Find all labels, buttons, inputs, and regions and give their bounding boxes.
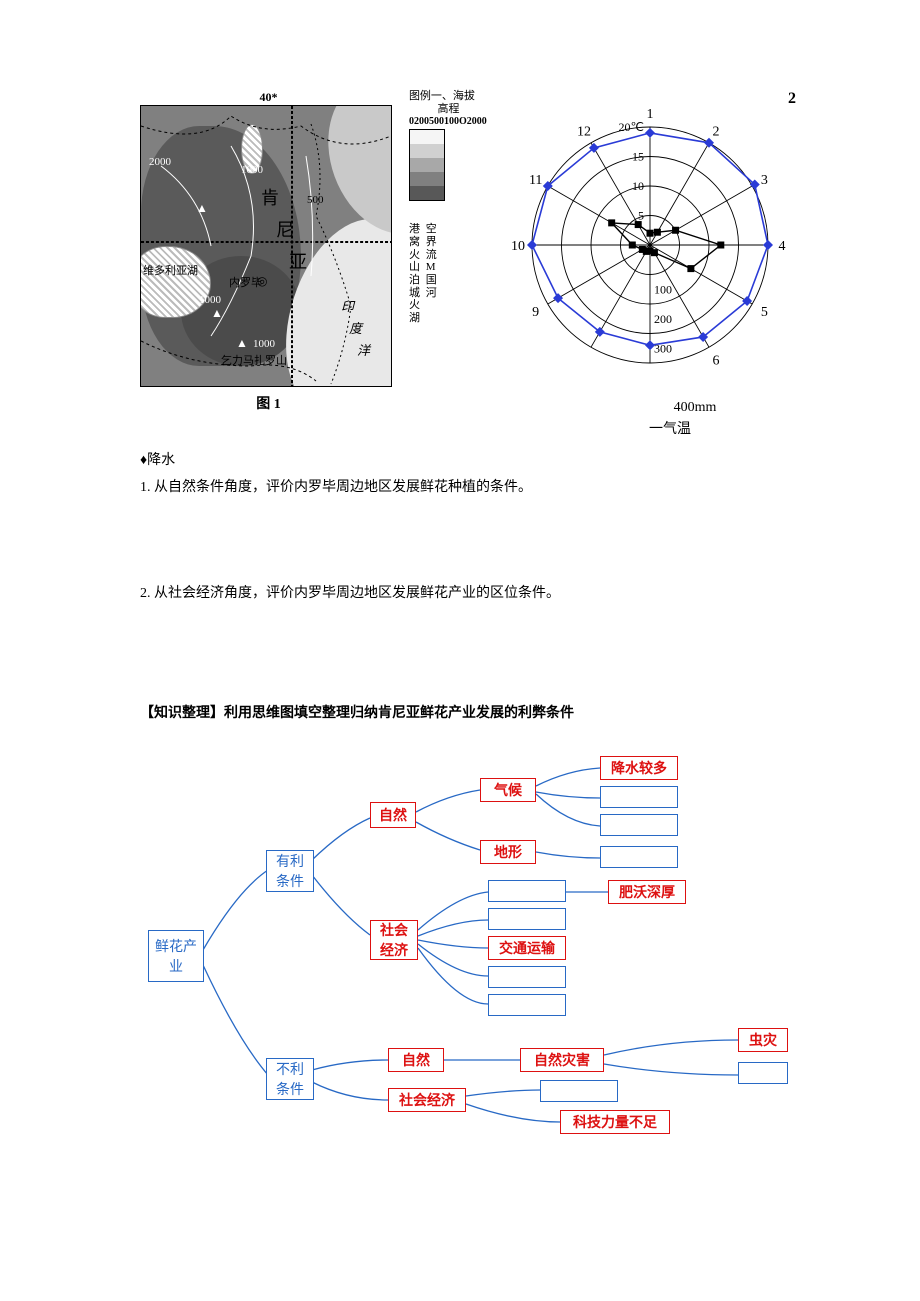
svg-text:100: 100	[654, 282, 672, 296]
legend-vtext-1: 港窝火山泊城火湖	[409, 223, 423, 324]
knowledge-title: 【知识整理】利用思维图填空整理归纳肯尼亚鲜花产业发展的利弊条件	[140, 702, 800, 722]
figure1-caption: 图 1	[140, 393, 397, 413]
legend-title-1: 图例一、海拔	[409, 90, 488, 103]
mm-blank-hazard-2[interactable]	[738, 1062, 788, 1084]
question-1: 1. 从自然条件角度，评价内罗毕周边地区发展鲜花种植的条件。	[140, 475, 800, 502]
svg-text:4: 4	[779, 239, 786, 254]
radar-temp-axis-label: 一气温	[649, 422, 691, 437]
mm-blank-terrain[interactable]	[600, 846, 678, 868]
mindmap-connectors	[148, 740, 808, 1170]
mm-rain: 降水较多	[600, 756, 678, 780]
page-number: 2	[788, 90, 796, 108]
legend-scale: 0200500100O2000	[409, 116, 488, 127]
svg-text:11: 11	[529, 173, 542, 188]
svg-text:10: 10	[632, 179, 644, 193]
legend-gradient	[409, 129, 445, 201]
country-label-1: 肯	[261, 184, 279, 210]
mm-root: 鲜花产业	[148, 930, 204, 982]
question-2: 2. 从社会经济角度，评价内罗毕周边地区发展鲜花产业的区位条件。	[140, 581, 800, 608]
map-legend: 图例一、海拔 高程 0200500100O2000 港窝火山泊城火湖 空界流M国…	[409, 90, 488, 325]
ocean-2: 度	[349, 318, 362, 337]
legend-title-2: 高程	[409, 103, 488, 116]
svg-text:10: 10	[511, 239, 525, 254]
map-top-label: 40*	[140, 90, 397, 105]
mm-blank-climate-3[interactable]	[600, 814, 678, 836]
mm-blank-climate-2[interactable]	[600, 786, 678, 808]
mm-socio-dis: 社会经济	[388, 1088, 466, 1112]
svg-text:6: 6	[713, 353, 720, 368]
svg-text:9: 9	[532, 305, 539, 320]
mm-terrain: 地形	[480, 840, 536, 864]
mm-blank-socio-1[interactable]	[488, 908, 566, 930]
mm-transport: 交通运输	[488, 936, 566, 960]
svg-text:200: 200	[654, 312, 672, 326]
contour-2000: 2000	[149, 156, 171, 168]
mm-tech: 科技力量不足	[560, 1110, 670, 1134]
mindmap: 鲜花产业 有利条件 不利条件 自然 社会经济 气候 地形 降水较多 肥沃深厚 交…	[148, 740, 808, 1170]
svg-text:20℃: 20℃	[619, 120, 644, 134]
mm-hazard: 自然灾害	[520, 1048, 604, 1072]
lake-label: 维多利亚湖	[143, 262, 198, 278]
svg-text:5: 5	[761, 305, 768, 320]
country-label-3: 亚	[289, 248, 307, 274]
mm-socio-adv: 社会经济	[370, 920, 418, 960]
mm-nature-dis: 自然	[388, 1048, 444, 1072]
city-label: 内罗毕	[229, 274, 262, 290]
climate-radar-chart: 2 12345691011125101520℃100200300 400mm 一…	[500, 90, 800, 438]
ocean-3: 洋	[357, 340, 370, 359]
mm-blank-socio-4[interactable]	[488, 994, 566, 1016]
precip-marker-label: ♦降水	[140, 448, 800, 475]
peak-label: 乞力马扎罗山	[221, 352, 287, 368]
contour-1000c: 1000	[253, 338, 275, 350]
mm-pest: 虫灾	[738, 1028, 788, 1052]
mm-nature-adv: 自然	[370, 802, 416, 828]
mm-blank-soil[interactable]	[488, 880, 566, 902]
svg-text:12: 12	[577, 125, 591, 140]
contour-1000b: 1000	[199, 294, 221, 306]
country-label-2: 尼	[276, 216, 294, 242]
contour-500: 500	[307, 194, 324, 206]
svg-text:5: 5	[638, 209, 644, 223]
kenya-map: ▲ ▲ ▲ ◎ 2000 1000 500 1000 1000 肯 尼 亚 维多…	[140, 105, 392, 387]
svg-text:2: 2	[713, 125, 720, 140]
mm-soil: 肥沃深厚	[608, 880, 686, 904]
radar-400mm: 400mm	[674, 400, 717, 415]
mm-climate: 气候	[480, 778, 536, 802]
mm-disadvantage: 不利条件	[266, 1058, 314, 1100]
svg-text:3: 3	[761, 173, 768, 188]
ocean-1: 印	[341, 296, 354, 315]
mm-advantage: 有利条件	[266, 850, 314, 892]
svg-text:1: 1	[647, 107, 654, 122]
contour-1000a: 1000	[241, 164, 263, 176]
mm-blank-socio-dis-1[interactable]	[540, 1080, 618, 1102]
legend-vtext-2: 空界流M国河	[426, 223, 440, 299]
mm-blank-socio-3[interactable]	[488, 966, 566, 988]
svg-text:15: 15	[632, 150, 644, 164]
